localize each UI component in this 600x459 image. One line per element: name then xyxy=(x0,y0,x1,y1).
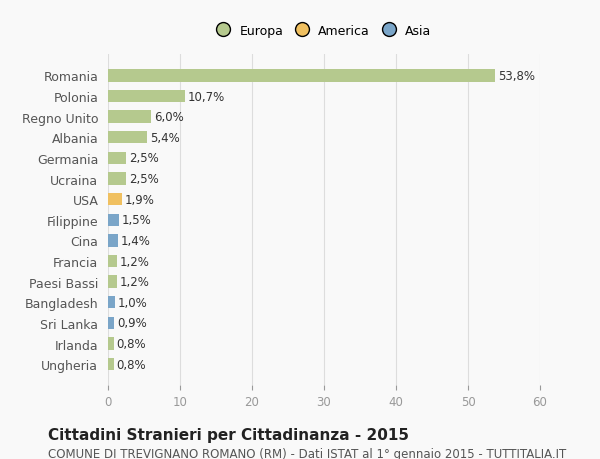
Bar xyxy=(108,358,114,370)
Bar xyxy=(108,194,122,206)
Text: 2,5%: 2,5% xyxy=(129,152,158,165)
Text: 6,0%: 6,0% xyxy=(154,111,184,124)
Text: 0,9%: 0,9% xyxy=(118,317,147,330)
Text: 1,4%: 1,4% xyxy=(121,235,151,247)
Text: 0,8%: 0,8% xyxy=(116,337,146,350)
Text: 1,0%: 1,0% xyxy=(118,296,148,309)
Bar xyxy=(108,91,185,103)
Text: 1,2%: 1,2% xyxy=(119,255,149,268)
Bar xyxy=(108,235,118,247)
Text: 1,2%: 1,2% xyxy=(119,275,149,289)
Bar xyxy=(108,132,147,144)
Text: 2,5%: 2,5% xyxy=(129,173,158,185)
Text: Cittadini Stranieri per Cittadinanza - 2015: Cittadini Stranieri per Cittadinanza - 2… xyxy=(48,427,409,442)
Bar xyxy=(108,276,116,288)
Legend: Europa, America, Asia: Europa, America, Asia xyxy=(211,18,437,44)
Bar xyxy=(108,214,119,226)
Text: COMUNE DI TREVIGNANO ROMANO (RM) - Dati ISTAT al 1° gennaio 2015 - TUTTITALIA.IT: COMUNE DI TREVIGNANO ROMANO (RM) - Dati … xyxy=(48,448,566,459)
Bar xyxy=(108,255,116,268)
Bar xyxy=(108,338,114,350)
Bar xyxy=(108,111,151,123)
Bar xyxy=(108,297,115,309)
Bar xyxy=(108,317,115,330)
Bar xyxy=(108,173,126,185)
Text: 10,7%: 10,7% xyxy=(188,90,225,103)
Text: 53,8%: 53,8% xyxy=(498,70,535,83)
Text: 1,9%: 1,9% xyxy=(125,193,154,206)
Bar xyxy=(108,70,496,83)
Text: 0,8%: 0,8% xyxy=(116,358,146,371)
Bar xyxy=(108,152,126,165)
Text: 1,5%: 1,5% xyxy=(122,214,151,227)
Text: 5,4%: 5,4% xyxy=(150,132,179,145)
